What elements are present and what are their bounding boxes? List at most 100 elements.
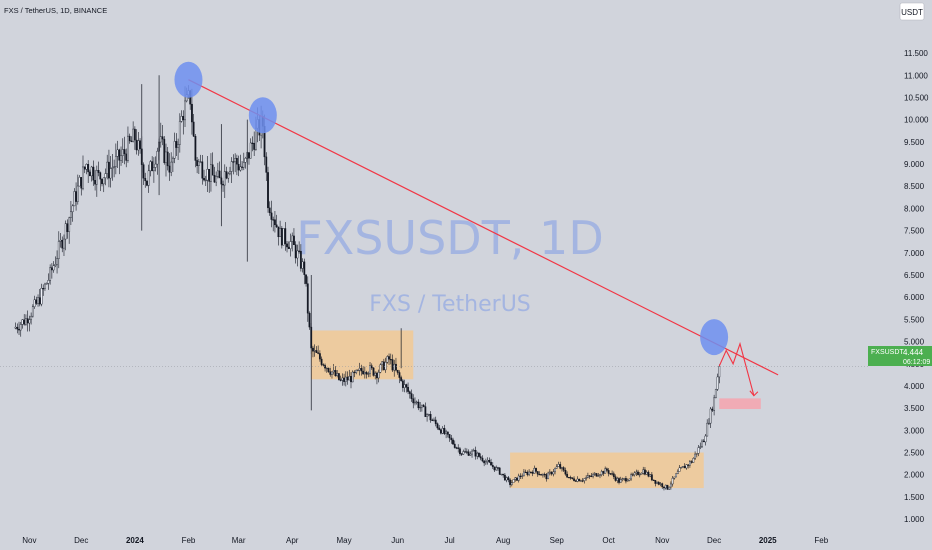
candle-body [222, 183, 224, 186]
candle-body [536, 471, 539, 475]
candle-body [235, 158, 238, 165]
candle-body [80, 177, 83, 189]
candle-body [472, 449, 475, 452]
currency-button-label[interactable]: USDT [901, 8, 923, 17]
candle-body [23, 319, 26, 325]
candle-body [391, 359, 394, 371]
candle-body [493, 466, 496, 471]
candle-body [446, 431, 449, 435]
candle-body [376, 372, 378, 379]
candle-body [303, 261, 306, 275]
price-axis[interactable]: 1.0001.5002.0002.5003.0003.5004.0004.500… [904, 49, 929, 524]
candle-body [18, 328, 20, 331]
time-axis[interactable]: Nov Dec 2024 Feb Mar Apr May Jun Jul Aug Sep Oct Nov… [22, 536, 828, 545]
candle-body [133, 128, 136, 141]
candle-body [573, 478, 575, 481]
candle-body [464, 451, 467, 453]
x-tick-label: Oct [602, 536, 615, 545]
candle-body [507, 477, 510, 481]
candle-body [313, 350, 316, 352]
candle-body [408, 391, 411, 394]
candle-body [491, 464, 494, 467]
candle-body [52, 265, 55, 271]
candle-body [671, 477, 674, 485]
candle-body [322, 364, 325, 366]
candle-body [344, 376, 347, 382]
candle-body [201, 161, 204, 179]
candle-body [569, 477, 572, 479]
candle-body [467, 451, 470, 456]
candle-body [324, 365, 326, 369]
candle-body [562, 467, 565, 471]
candle-body [675, 473, 677, 478]
candle-body [277, 226, 280, 238]
candle-body [377, 372, 380, 379]
candle-body [350, 376, 352, 383]
candle-body [358, 368, 361, 371]
candle-body [443, 428, 446, 434]
candle-body [548, 471, 551, 474]
candle-body [95, 170, 98, 185]
candle-body [440, 429, 442, 434]
candle-body [237, 163, 240, 171]
x-tick-label: Nov [655, 536, 669, 545]
candle-body [516, 477, 518, 481]
candle-body [521, 475, 524, 477]
candle-body [360, 368, 363, 372]
candle-body [232, 161, 235, 163]
candle-body [75, 191, 77, 202]
highlight-circle [174, 61, 203, 98]
candle-body [474, 449, 477, 457]
candle-body [597, 475, 600, 477]
candle-body [668, 486, 671, 490]
candle-body [388, 356, 390, 360]
candle-body [426, 414, 428, 417]
y-tick-label: 11.000 [904, 71, 928, 80]
candle-body [642, 469, 645, 474]
candle-body [127, 135, 129, 161]
y-tick-label: 1.500 [904, 493, 925, 502]
candle-body [14, 326, 17, 329]
candle-body [600, 471, 603, 476]
candle-body [372, 367, 375, 376]
candle-body [229, 171, 231, 175]
candle-body [308, 312, 311, 328]
candle-body [618, 478, 620, 483]
x-tick-label: May [337, 536, 352, 545]
candle-body [78, 177, 81, 187]
candle-body [407, 387, 409, 392]
x-tick-label: Dec [707, 536, 721, 545]
candle-body [64, 223, 67, 240]
candle-body [666, 484, 669, 490]
currency-button[interactable]: USDT [899, 2, 925, 21]
candle-body [234, 158, 237, 162]
candle-body [154, 163, 157, 168]
candle-body [457, 447, 460, 449]
candle-body [635, 471, 638, 474]
x-tick-label: Nov [22, 536, 36, 545]
currency-button-frame[interactable] [899, 2, 925, 21]
candle-body [531, 472, 534, 474]
candle-body [552, 471, 555, 475]
candle-body [523, 471, 525, 477]
candle-body [699, 446, 702, 448]
candle-body [151, 161, 154, 172]
candle-body [87, 164, 90, 173]
candle-body [274, 219, 276, 226]
candle-body [191, 103, 193, 123]
candle-body [336, 373, 339, 377]
projection-arrowhead [749, 390, 759, 397]
candle-body [327, 367, 330, 372]
candle-body [312, 347, 314, 352]
candle-body [512, 479, 515, 483]
candle-body [85, 164, 88, 170]
candle-body [498, 467, 501, 475]
candle-body [216, 170, 219, 177]
x-tick-label: Jun [391, 536, 404, 545]
candle-body [585, 477, 588, 479]
candle-body [31, 306, 34, 317]
candle-body [571, 477, 574, 479]
candle-body [28, 319, 31, 324]
candle-body [384, 362, 387, 371]
